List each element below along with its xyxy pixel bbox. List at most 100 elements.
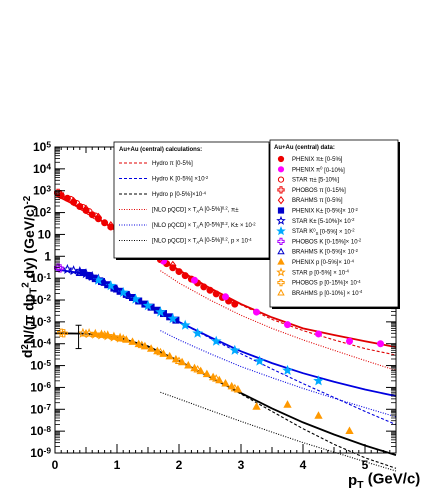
- y-tick-label: 104​: [33, 161, 51, 175]
- legend-data-title: Au+Au (central) data:: [274, 145, 335, 151]
- legend-data-marker-6: [276, 215, 286, 225]
- y-tick-label: 10-1​: [30, 271, 51, 285]
- series-brahms-p-0-10-10-4: [81, 328, 239, 392]
- y-axis-label: d2​N/(π dpT​2​ dy) (GeV/c)-2​: [19, 195, 40, 358]
- point-star-k-5-10-10-2-1: [68, 265, 79, 276]
- point-star-k-0-s-0-5-10-2-12: [282, 364, 293, 375]
- point-brahms-0-5-2: [94, 212, 103, 223]
- legend-data-label-4: BRAHMS π [0-5%]: [292, 198, 343, 204]
- series-brahms-k-0-5-10-2: [75, 268, 134, 300]
- point-phenix-0-0-10-8: [377, 340, 384, 348]
- legend-data-marker-9: [277, 247, 285, 255]
- point-star-k-0-s-0-5-10-2-4: [142, 300, 154, 311]
- point-brahms-p-0-10-10-4-0: [81, 328, 91, 337]
- legend-calc-label-5: [NLO pQCD] × TA​A [0-5%]0.2​, p × 10-4​: [152, 236, 252, 244]
- point-brahms-p-0-10-10-4-8: [230, 383, 239, 392]
- curve-nlo-pqcd-t-aa-0-5-0-2-k-10-2: [160, 330, 397, 418]
- legend-data-marker-8: [277, 237, 285, 246]
- point-phenix-0-5-18: [169, 264, 177, 272]
- legend-data-box: [269, 139, 399, 308]
- point-phenix-0-0-10-7: [346, 337, 353, 345]
- point-star-k-0-s-0-5-10-2-13: [313, 375, 324, 386]
- point-star-5-10-4: [91, 212, 99, 220]
- point-star-k-0-s-0-5-10-2-6: [167, 313, 179, 324]
- point-brahms-k-0-5-10-2-1: [88, 272, 97, 281]
- point-phobos-p-0-15-10-4-1: [59, 329, 68, 338]
- legend-calc-label-3: [NLO pQCD] × TA​A [0-5%]0.2​, π±: [152, 205, 239, 213]
- legend-data: Au+Au (central) data: PHENIX π± [0-5%] PHE…: [269, 139, 400, 309]
- point-brahms-p-0-10-10-4-4: [156, 347, 165, 356]
- legend-calc-label-1: Hydro K [0-5%] ×10-2​: [152, 175, 209, 183]
- legend-data-marker-1: [277, 166, 285, 173]
- point-phenix-p-0-5-10-4-12: [165, 351, 174, 360]
- legend-calc-label-4: [NLO pQCD] × TA​A [0-5%]0.2​, K± × 10-2​: [152, 221, 256, 229]
- legend-data-label-3: PHOBOS π [0-15%]: [292, 188, 346, 194]
- y-tick-label: 10-3​: [30, 314, 51, 328]
- x-tick-label: 3: [238, 458, 245, 472]
- point-star-5-10-1: [73, 200, 81, 208]
- point-phenix-0-5-24: [206, 286, 214, 294]
- legend-data-marker-2: [277, 176, 285, 183]
- x-tick-label: 4: [300, 458, 307, 472]
- point-brahms-k-0-5-10-2-2: [100, 278, 109, 286]
- point-brahms-p-0-10-10-4-6: [193, 365, 202, 373]
- point-brahms-p-0-10-10-4-7: [212, 374, 221, 382]
- y-tick-label: 10-6​: [30, 380, 51, 394]
- point-star-k-0-s-0-5-10-2-7: [179, 319, 191, 330]
- point-star-k-5-10-10-2-3: [80, 268, 92, 279]
- point-brahms-0-5-0: [69, 196, 78, 207]
- legend-data-label-12: PHOBOS p [0-15%]× 10-4​: [292, 279, 361, 287]
- legend-data-marker-13: [277, 288, 285, 296]
- point-brahms-0-5-1: [82, 204, 90, 215]
- legend-data-label-11: STAR p [0-5%] × 10-4​: [292, 269, 349, 277]
- legend-data-label-0: PHENIX π± [0-5%]: [292, 157, 343, 163]
- point-brahms-0-5-3: [107, 221, 115, 231]
- point-phenix-0-5-19: [175, 268, 183, 276]
- legend-data-label-9: BRAHMS K [0-5%]× 10-2​: [292, 248, 359, 256]
- point-star-p-0-5-10-4-5: [108, 331, 120, 342]
- point-brahms-p-0-10-10-4-2: [119, 334, 128, 342]
- axes-layer: 0 1 2 3 4 5 10-9​ 10-8​ 10-7​ 10-6​ 10-5​ 10-4​ 10-3…: [30, 140, 397, 472]
- point-phenix-0-0-10-3: [222, 293, 229, 301]
- x-tick-label: 0: [52, 458, 59, 472]
- point-star-k-0-s-0-5-10-2-8: [192, 327, 203, 338]
- legend-data-label-1: PHENIX π0​ [0-10%]: [292, 166, 345, 174]
- legend-data-label-5: PHENIX K± [0-5%]× 10-2​: [292, 207, 359, 215]
- legend-data-marker-10: [277, 257, 285, 265]
- legend-data-marker-12: [277, 278, 285, 287]
- point-phenix-p-0-5-10-4-18: [202, 369, 212, 378]
- point-phenix-0-5-25: [212, 290, 220, 298]
- point-star-5-10-0: [67, 195, 74, 203]
- legend-calc-label-2: Hydro p [0-5%]×10-4​: [152, 190, 207, 198]
- y-tick-label: 105​: [33, 140, 51, 154]
- point-star-k-5-10-10-2-0: [62, 263, 73, 274]
- point-brahms-k-0-5-10-2-3: [112, 284, 122, 293]
- point-star-p-0-5-10-4-2: [89, 328, 101, 339]
- point-phenix-p-0-5-10-4-26: [314, 411, 323, 419]
- legend-data-label-13: BRAHMS p [0-10%] × 10-4​: [292, 289, 363, 297]
- x-tick-label: 5: [362, 458, 369, 472]
- point-phenix-0-0-10-2: [191, 276, 198, 284]
- point-phenix-0-5-23: [200, 283, 208, 291]
- point-brahms-p-0-10-10-4-1: [100, 330, 109, 338]
- point-star-k-0-s-0-5-10-2-10: [229, 344, 241, 355]
- point-phenix-0-5-20: [181, 272, 189, 280]
- point-phenix-p-0-5-10-4-6: [128, 337, 137, 345]
- point-brahms-p-0-10-10-4-3: [137, 340, 146, 349]
- y-tick-label: 10: [38, 227, 52, 241]
- point-star-k-0-s-0-5-10-2-5: [155, 306, 166, 317]
- y-tick-label: 10-5​: [30, 358, 51, 372]
- point-phenix-0-5-7: [101, 219, 109, 227]
- y-tick-label: 10-7​: [30, 402, 51, 416]
- point-brahms-k-0-5-10-2-4: [125, 291, 134, 300]
- point-phenix-p-0-5-10-4-27: [345, 426, 354, 435]
- x-tick-label: 2: [176, 458, 183, 472]
- point-phenix-0-0-10-6: [315, 330, 322, 338]
- y-tick-label: 102​: [33, 205, 51, 219]
- y-tick-label: 1: [44, 249, 51, 263]
- legend-data-label-7: STAR K0​S​ [0-5%] × 10-2​: [292, 227, 355, 236]
- point-phobos-k-0-15-10-2-1: [55, 264, 65, 273]
- series-phobos-p-0-15-10-4: [57, 328, 68, 338]
- point-phenix-p-0-5-10-4-24: [252, 402, 261, 410]
